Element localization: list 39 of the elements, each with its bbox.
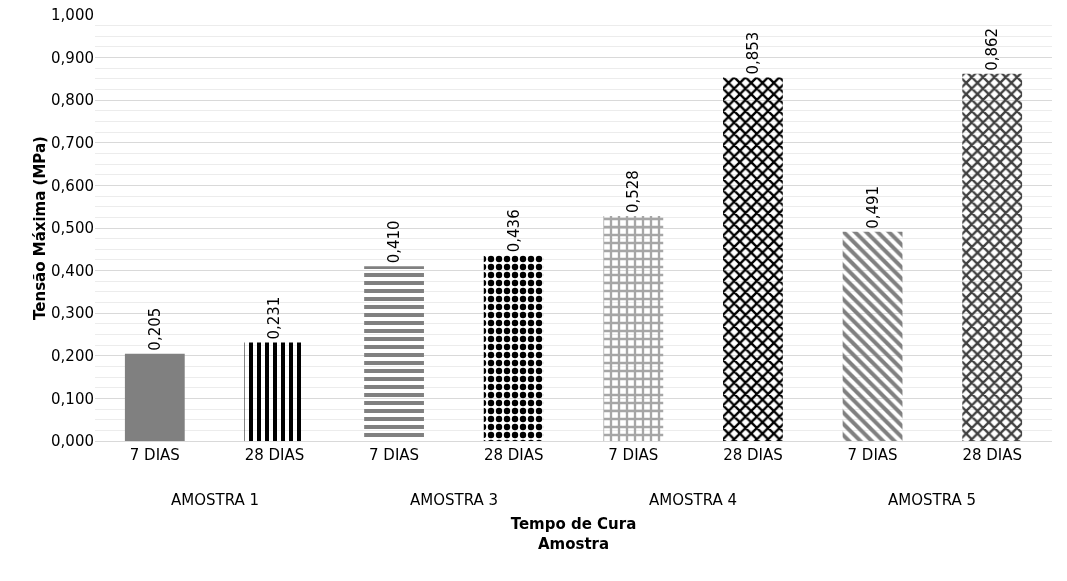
x-tick-label: 7 DIAS xyxy=(369,446,420,464)
bar xyxy=(723,77,783,441)
data-label: 0,436 xyxy=(504,209,523,253)
x-tick-label: 28 DIAS xyxy=(962,446,1022,464)
data-label: 0,410 xyxy=(385,220,404,264)
y-tick-label: 0,100 xyxy=(51,389,94,408)
x-tick-label: 28 DIAS xyxy=(244,446,305,464)
bar xyxy=(603,216,664,441)
y-tick-label: 0,200 xyxy=(51,347,94,366)
y-tick-label: 0,600 xyxy=(51,176,94,195)
text: AMOSTRA 5 xyxy=(888,491,977,509)
x-tick-label: 7 DIAS xyxy=(608,446,659,464)
bar xyxy=(962,73,1023,441)
x-tick-label: 7 DIAS xyxy=(847,446,898,464)
data-label: 0,205 xyxy=(145,307,164,351)
x-tick-label: 28 DIAS xyxy=(723,446,783,464)
data-label: 0,491 xyxy=(863,185,882,229)
x-tick-label: 7 DIAS xyxy=(129,446,180,464)
bar xyxy=(124,353,185,441)
bar xyxy=(483,255,544,441)
y-tick-label: 1,000 xyxy=(51,6,94,25)
y-tick-label: 0,300 xyxy=(51,304,94,323)
text: AMOSTRA 3 xyxy=(410,491,499,509)
data-label: 0,853 xyxy=(743,31,762,75)
data-label: 0,231 xyxy=(265,296,284,340)
data-label: 0,528 xyxy=(624,170,643,214)
y-tick-label: 0,000 xyxy=(51,432,94,451)
y-tick-label: 0,500 xyxy=(51,219,94,238)
bar xyxy=(842,231,903,441)
y-tick-label: 0,800 xyxy=(51,91,94,110)
text: AMOSTRA 1 xyxy=(171,491,260,509)
data-label: 0,862 xyxy=(983,27,1002,71)
x-axis-title: Tempo de Cura Amostra xyxy=(510,515,637,553)
y-axis-title: Tensão Máxima (MPa) xyxy=(31,136,50,320)
y-tick-label: 0,700 xyxy=(51,134,94,153)
x-tick-label: 28 DIAS xyxy=(483,446,544,464)
text: AMOSTRA 4 xyxy=(649,491,738,509)
y-tick-label: 0,400 xyxy=(51,261,94,280)
y-tick-label: 0,900 xyxy=(51,48,94,67)
